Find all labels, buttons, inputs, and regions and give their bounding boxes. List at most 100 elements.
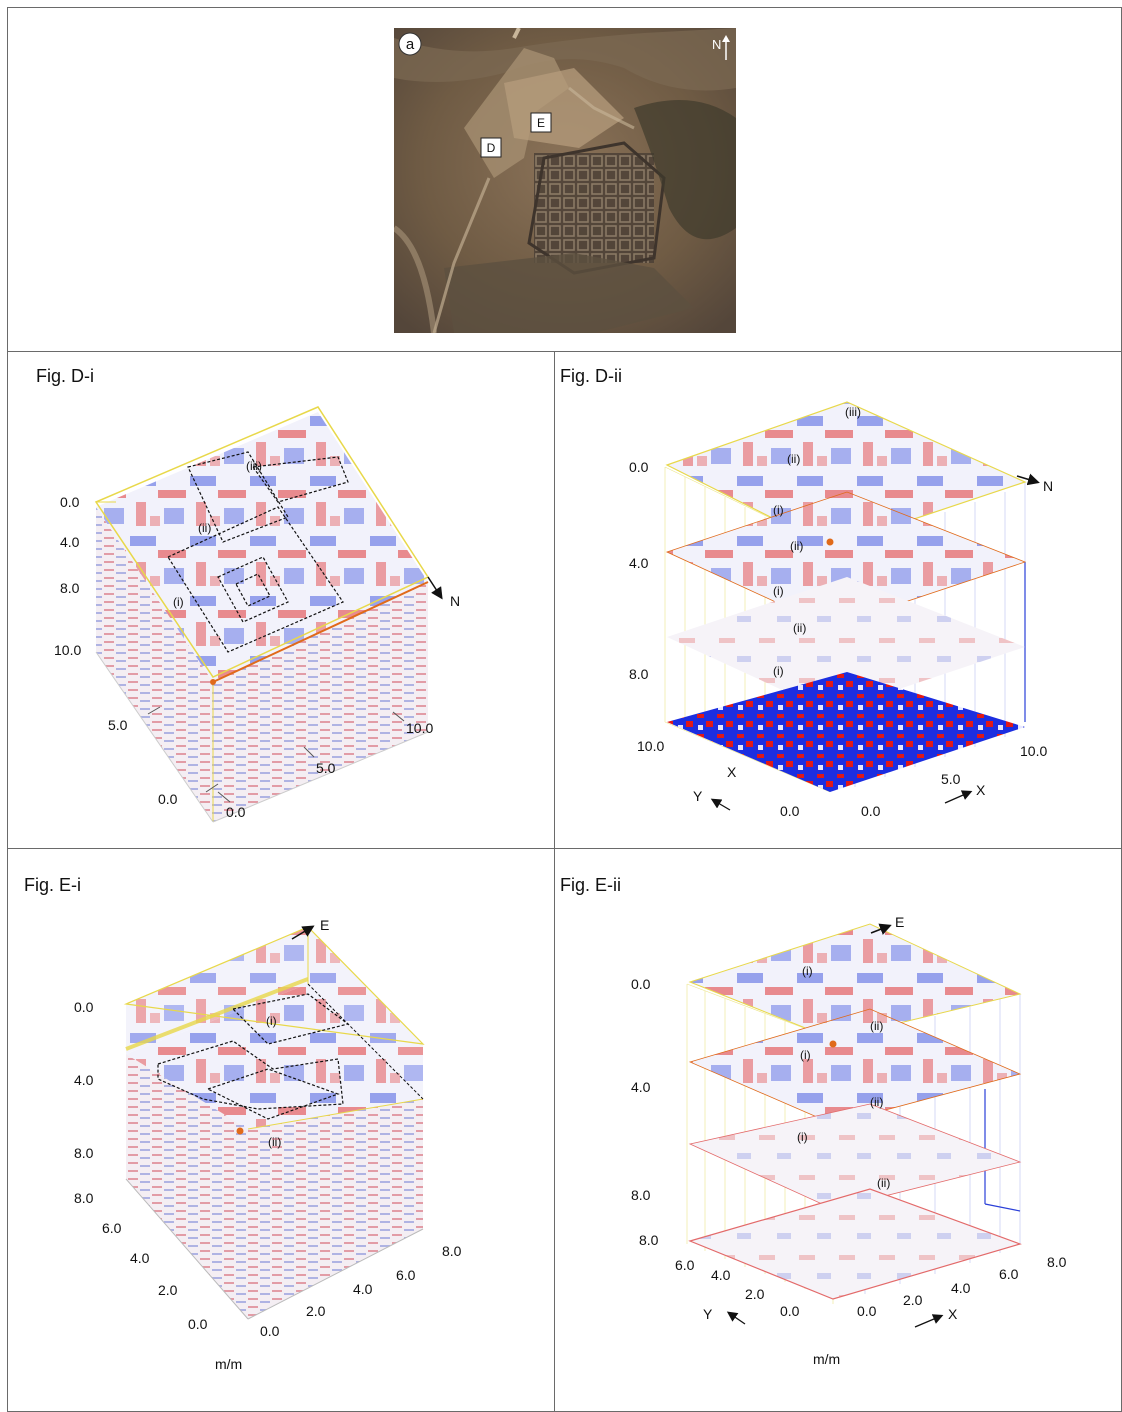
panel-title: Fig. D-i [36,366,94,386]
x-tick: 8.0 [442,1243,462,1259]
region-label: (iii) [246,459,262,473]
slice-label: (i) [797,1130,808,1144]
x-arrow-icon [944,790,973,804]
gpr-slices-e-ii: (i) (ii) (i) (ii) (i) (ii) E 0.0 4.0 8.0… [631,914,1067,1367]
depth-tick: 4.0 [60,534,80,550]
region-label: (i) [266,1014,277,1028]
region-label: (i) [173,595,184,609]
north-arrow-icon [427,576,443,600]
north-label: N [712,37,721,52]
depth-tick: 4.0 [631,1079,651,1095]
slice-label: (ii) [877,1176,890,1190]
y-tick: 8.0 [639,1232,659,1248]
depth-tick: 8.0 [629,666,649,682]
column-divider [554,351,555,1412]
y-tick: 2.0 [158,1282,178,1298]
depth-tick: 8.0 [631,1187,651,1203]
row-divider-middle [7,848,1122,849]
x-tick: 8.0 [1047,1254,1067,1270]
unit-label: m/m [215,1356,242,1372]
y-tick: 6.0 [675,1257,695,1273]
top-slice [126,984,423,1129]
east-arrow-icon [870,923,892,935]
east-label: E [320,917,329,933]
origin-marker [210,679,216,685]
panel-d-i: Fig. D-i (iii) (ii) (i) N 0.0 4.0 8.0 10… [8,352,554,848]
x-tick: 5.0 [941,771,961,787]
x-tick: 0.0 [260,1323,280,1339]
x-tick: 6.0 [396,1267,416,1283]
x-tick: 2.0 [306,1303,326,1319]
y-tick: 4.0 [711,1267,731,1283]
depth-tick: 10.0 [637,738,664,754]
y-tick: 6.0 [102,1220,122,1236]
front-right-face [248,1099,423,1319]
depth-tick: 4.0 [74,1072,94,1088]
y-tick: 8.0 [74,1190,94,1206]
panel-title: Fig. E-i [24,875,82,895]
depth-slice-4 [667,672,1025,792]
north-label: N [1043,478,1053,494]
slice-label: (ii) [787,452,800,466]
front-right-face [213,582,428,822]
north-label: N [450,593,460,609]
slice-label: (i) [773,584,784,598]
y-tick: 0.0 [780,803,800,819]
origin-marker [826,538,834,546]
front-left-face [126,1054,248,1319]
axis-y-label: Y [693,788,703,804]
panel-title: Fig. D-ii [560,366,622,386]
site-e-marker [530,112,552,133]
satellite-map: a N D E [394,28,736,333]
depth-tick: 10.0 [54,642,81,658]
panel-d-ii: Fig. D-ii [555,352,1122,848]
north-arrow-icon [1016,473,1040,486]
x-arrow-icon [914,1314,944,1328]
x-tick: 6.0 [999,1266,1019,1282]
site-e-label: E [537,116,545,130]
y-tick: 0.0 [780,1303,800,1319]
x-tick: 10.0 [406,720,433,736]
origin-marker [236,1127,244,1135]
depth-tick: 0.0 [60,494,80,510]
site-d-marker [480,137,502,158]
axis-x-label: X [948,1306,958,1322]
depth-tick: 8.0 [60,580,80,596]
x-tick: 0.0 [226,804,246,820]
gpr-cube-d-i: (iii) (ii) (i) N 0.0 4.0 8.0 10.0 5.0 0.… [54,406,460,823]
slice-label: (i) [773,503,784,517]
depth-slice-4 [688,1188,1022,1300]
slice-label: (ii) [790,539,803,553]
satellite-map-image: a N D E [394,28,736,333]
x-tick: 5.0 [316,760,336,776]
depth-tick: 4.0 [629,555,649,571]
y-arrow-icon [726,1311,746,1325]
axis-y-label: Y [703,1306,713,1322]
slice-label: (ii) [870,1095,883,1109]
depth-tick: 0.0 [631,976,651,992]
unit-label: m/m [813,1351,840,1367]
depth-slice-1 [688,923,1022,1040]
depth-slice-3 [667,577,1025,712]
depth-tick: 0.0 [74,999,94,1015]
back-right-wall [308,927,423,1099]
map-badge: a [406,36,415,53]
x-tick: 4.0 [353,1281,373,1297]
east-arrow-icon [291,925,315,940]
region-label: (ii) [268,1135,281,1149]
front-left-face [96,507,213,822]
x-tick: 4.0 [951,1280,971,1296]
slice-label: (ii) [793,621,806,635]
axis-x-label: X [727,764,737,780]
depth-slice-2 [688,1008,1022,1125]
site-d-label: D [487,141,496,155]
gpr-cube-e-i: (i) (ii) E 0.0 4.0 8.0 8.0 6.0 4.0 2.0 0… [74,917,462,1372]
slice-label: (i) [800,1048,811,1062]
depth-tick: 8.0 [74,1145,94,1161]
panel-title: Fig. E-ii [560,875,622,895]
y-tick: 0.0 [188,1316,208,1332]
row-divider-top [7,351,1122,352]
slice-label: (i) [773,664,784,678]
back-left-wall [126,927,308,1054]
region-label: (ii) [198,521,211,535]
